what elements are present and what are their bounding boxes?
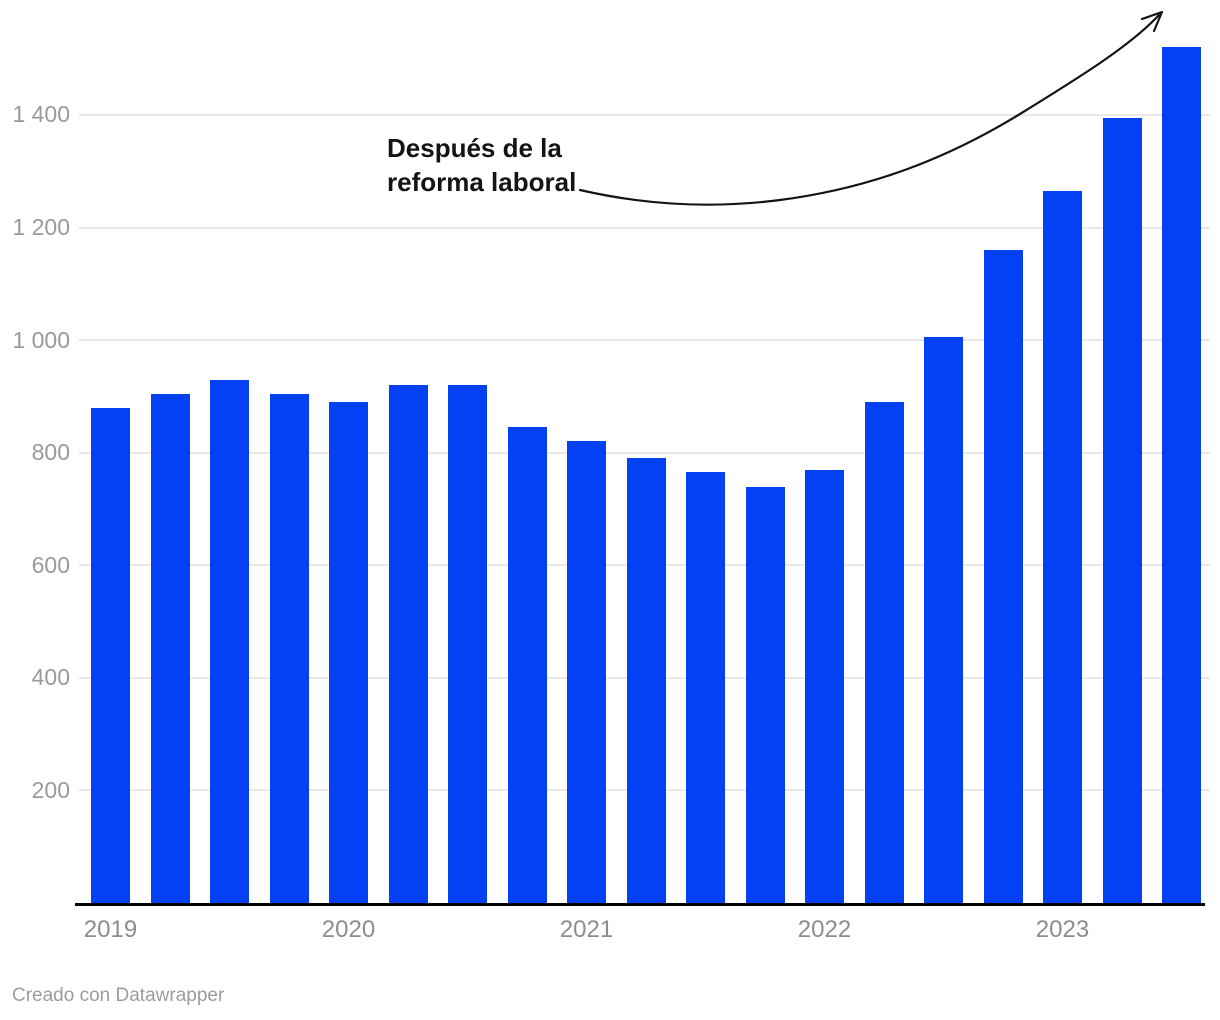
x-axis-year-label-2020: 2020 [321, 916, 376, 943]
bar-2022-t2[interactable] [864, 402, 904, 903]
gridline-800 [79, 451, 1210, 454]
gridline-1000 [79, 339, 1210, 342]
bar-2023-t3[interactable] [1162, 47, 1201, 903]
bar-2021-t1[interactable] [567, 441, 606, 903]
bar-2019-t4[interactable] [269, 393, 309, 903]
bar-2022-t1[interactable] [805, 469, 844, 903]
bar-2020-t4[interactable] [507, 427, 547, 903]
bar-2020-t2[interactable] [388, 385, 428, 903]
bar-2021-t2[interactable] [626, 458, 666, 903]
bar-2019-t3[interactable] [210, 379, 249, 903]
y-axis-tick-label-200: 200 [31, 776, 70, 803]
datawrapper-credit-link[interactable]: Creado con Datawrapper [12, 985, 225, 1006]
bar-2020-t1[interactable] [329, 402, 368, 903]
x-axis-year-label-2021: 2021 [559, 916, 614, 943]
y-axis-tick-label-1200: 1 200 [12, 214, 70, 240]
x-axis-baseline [75, 903, 1205, 906]
bar-2022-t4[interactable] [983, 250, 1023, 903]
y-axis-tick-label-1400: 1 400 [12, 101, 70, 128]
annotation-line-1: Después de la [387, 133, 562, 163]
annotation-reforma-laboral: Después de la reforma laboral [387, 131, 576, 199]
y-axis-tick-label-800: 800 [31, 439, 70, 466]
bar-2019-t2[interactable] [150, 393, 190, 903]
bar-2023-t2[interactable] [1102, 117, 1142, 903]
x-axis-year-label-2023: 2023 [1035, 916, 1090, 943]
bar-2021-t3[interactable] [686, 472, 725, 903]
x-axis-year-label-2019: 2019 [83, 916, 138, 943]
bar-2020-t3[interactable] [448, 385, 487, 903]
y-axis-tick-label-1000: 1 000 [12, 326, 70, 353]
bar-2019-t1[interactable] [91, 407, 130, 903]
annotation-line-2: reforma laboral [387, 167, 577, 197]
y-axis-tick-label-600: 600 [31, 551, 70, 578]
bar-2022-t3[interactable] [924, 337, 963, 903]
bar-2023-t1[interactable] [1043, 190, 1082, 903]
bar-2021-t4[interactable] [745, 486, 785, 903]
plot-area: 200 400 600 800 1 000 1 200 1 400 2019 2020 2021 2… [12, 47, 1210, 943]
x-axis-year-label-2022: 2022 [797, 916, 852, 943]
gridline-1400 [79, 113, 1210, 116]
gridline-1200 [79, 226, 1210, 229]
y-axis-tick-label-400: 400 [31, 664, 70, 691]
